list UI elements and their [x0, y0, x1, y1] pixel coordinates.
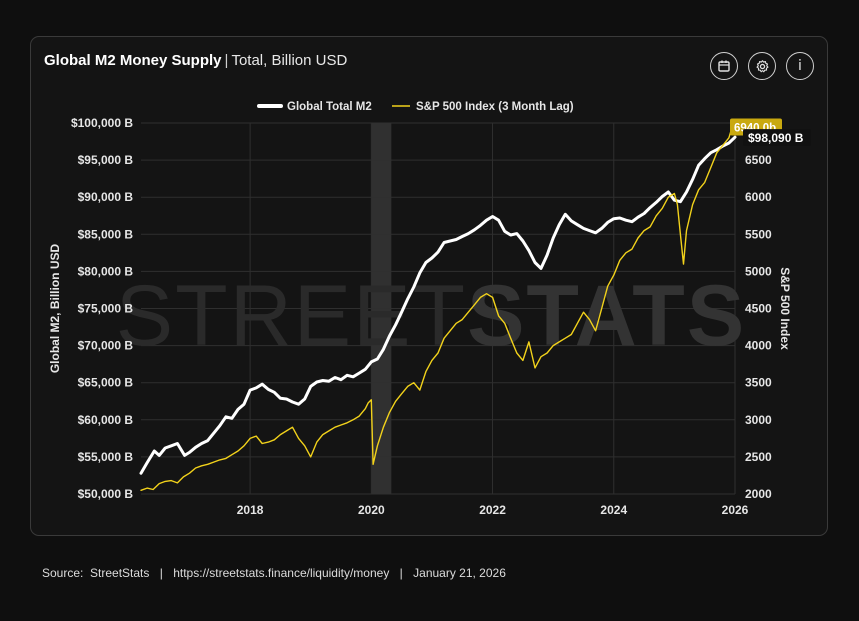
- y2-tick-label: 3000: [745, 413, 772, 427]
- end-labels: 6940.0b$98,090 B: [730, 118, 811, 147]
- y2-axis-title: S&P 500 Index: [778, 267, 792, 350]
- calendar-icon: [718, 60, 730, 72]
- footer-separator: |: [399, 566, 403, 580]
- x-tick-label: 2018: [237, 503, 264, 517]
- y-tick-label: $85,000 B: [78, 227, 134, 241]
- info-icon: i: [798, 58, 802, 74]
- y2-tick-label: 6000: [745, 190, 772, 204]
- watermark: STREETSTATS: [116, 268, 746, 364]
- y2-tick-label: 6500: [745, 153, 772, 167]
- y2-tick-label: 2500: [745, 450, 772, 464]
- source-name: StreetStats: [90, 566, 150, 580]
- y-tick-label: $50,000 B: [78, 487, 134, 501]
- legend[interactable]: Global Total M2 S&P 500 Index (3 Month La…: [257, 101, 574, 113]
- y-tick-label: $80,000 B: [78, 264, 134, 278]
- watermark-bold: STATS: [467, 268, 746, 364]
- y-tick-label: $65,000 B: [78, 376, 134, 390]
- settings-button[interactable]: [748, 52, 776, 80]
- y2-tick-label: 4500: [745, 302, 772, 316]
- y-tick-label: $75,000 B: [78, 302, 134, 316]
- footer-separator: |: [159, 566, 163, 580]
- title-main: Global M2 Money Supply: [44, 52, 222, 69]
- x-tick-label: 2022: [479, 503, 506, 517]
- info-button[interactable]: i: [786, 52, 814, 80]
- x-tick-label: 2024: [600, 503, 627, 517]
- axes: $50,000 B $55,000 B $60,000 B $65,000 B $70,…: [48, 116, 792, 517]
- title-subtitle: Total, Billion USD: [231, 52, 348, 69]
- y2-tick-label: 5000: [745, 264, 772, 278]
- watermark-text: STREETSTATS: [116, 268, 746, 364]
- end-label-m2: $98,090 B: [748, 131, 804, 145]
- source-label: Source:: [42, 566, 84, 580]
- title-separator: |: [224, 52, 229, 69]
- y-tick-label: $60,000 B: [78, 413, 134, 427]
- y2-tick-label: 3500: [745, 376, 772, 390]
- chart-title: Global M2 Money Supply | Total, Billion US…: [44, 52, 347, 69]
- series: [139, 126, 737, 491]
- series-line-sp500: [140, 126, 733, 491]
- y-tick-label: $100,000 B: [71, 116, 133, 130]
- y-tick-label: $90,000 B: [78, 190, 134, 204]
- y2-tick-label: 4000: [745, 339, 772, 353]
- end-badge-m2: [743, 129, 811, 147]
- y2-tick-label: 2000: [745, 487, 772, 501]
- source-date: January 21, 2026: [413, 566, 506, 580]
- x-tick-label: 2026: [722, 503, 749, 517]
- watermark-light: STREET: [116, 268, 467, 364]
- y-tick-label: $55,000 B: [78, 450, 134, 464]
- gear-icon: [756, 59, 768, 72]
- source-footer: Source: StreetStats | https://streetstat…: [42, 566, 506, 580]
- grid: [141, 122, 736, 495]
- legend-label-sp500: S&P 500 Index (3 Month Lag): [416, 101, 574, 113]
- legend-label-m2: Global Total M2: [287, 101, 372, 113]
- y-axis-title: Global M2, Billion USD: [48, 243, 62, 373]
- y-tick-label: $95,000 B: [78, 153, 134, 167]
- y-tick-label: $70,000 B: [78, 339, 134, 353]
- source-url[interactable]: https://streetstats.finance/liquidity/mo…: [173, 566, 390, 580]
- x-tick-label: 2020: [358, 503, 385, 517]
- y2-tick-label: 5500: [745, 227, 772, 241]
- calendar-button[interactable]: [710, 52, 738, 80]
- series-line-m2: [139, 135, 737, 475]
